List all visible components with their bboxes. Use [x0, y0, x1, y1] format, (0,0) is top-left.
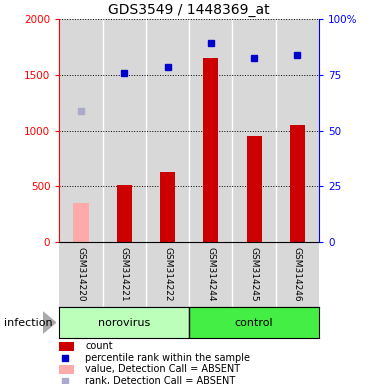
Text: control: control — [235, 318, 273, 328]
Title: GDS3549 / 1448369_at: GDS3549 / 1448369_at — [108, 3, 270, 17]
Text: count: count — [85, 341, 113, 351]
Text: percentile rank within the sample: percentile rank within the sample — [85, 353, 250, 363]
Text: GSM314221: GSM314221 — [120, 247, 129, 302]
Bar — [59, 307, 189, 338]
Bar — [59, 342, 73, 351]
Bar — [276, 19, 319, 242]
Text: norovirus: norovirus — [98, 318, 150, 328]
Bar — [203, 58, 219, 242]
Polygon shape — [43, 312, 56, 333]
Bar — [247, 136, 262, 242]
Bar — [189, 19, 233, 242]
Bar — [290, 125, 305, 242]
Bar — [160, 172, 175, 242]
Bar — [146, 19, 189, 242]
Text: GSM314222: GSM314222 — [163, 247, 172, 302]
Text: rank, Detection Call = ABSENT: rank, Detection Call = ABSENT — [85, 376, 236, 384]
Text: GSM314244: GSM314244 — [206, 247, 215, 302]
Bar — [59, 19, 103, 242]
Text: GSM314245: GSM314245 — [250, 247, 259, 302]
Bar — [189, 307, 319, 338]
Text: value, Detection Call = ABSENT: value, Detection Call = ABSENT — [85, 364, 240, 374]
Bar — [59, 365, 73, 374]
Bar — [233, 19, 276, 242]
Text: GSM314220: GSM314220 — [76, 247, 85, 302]
Bar — [117, 185, 132, 242]
Bar — [103, 19, 146, 242]
Text: GSM314246: GSM314246 — [293, 247, 302, 302]
Text: infection: infection — [4, 318, 52, 328]
Bar — [73, 203, 89, 242]
